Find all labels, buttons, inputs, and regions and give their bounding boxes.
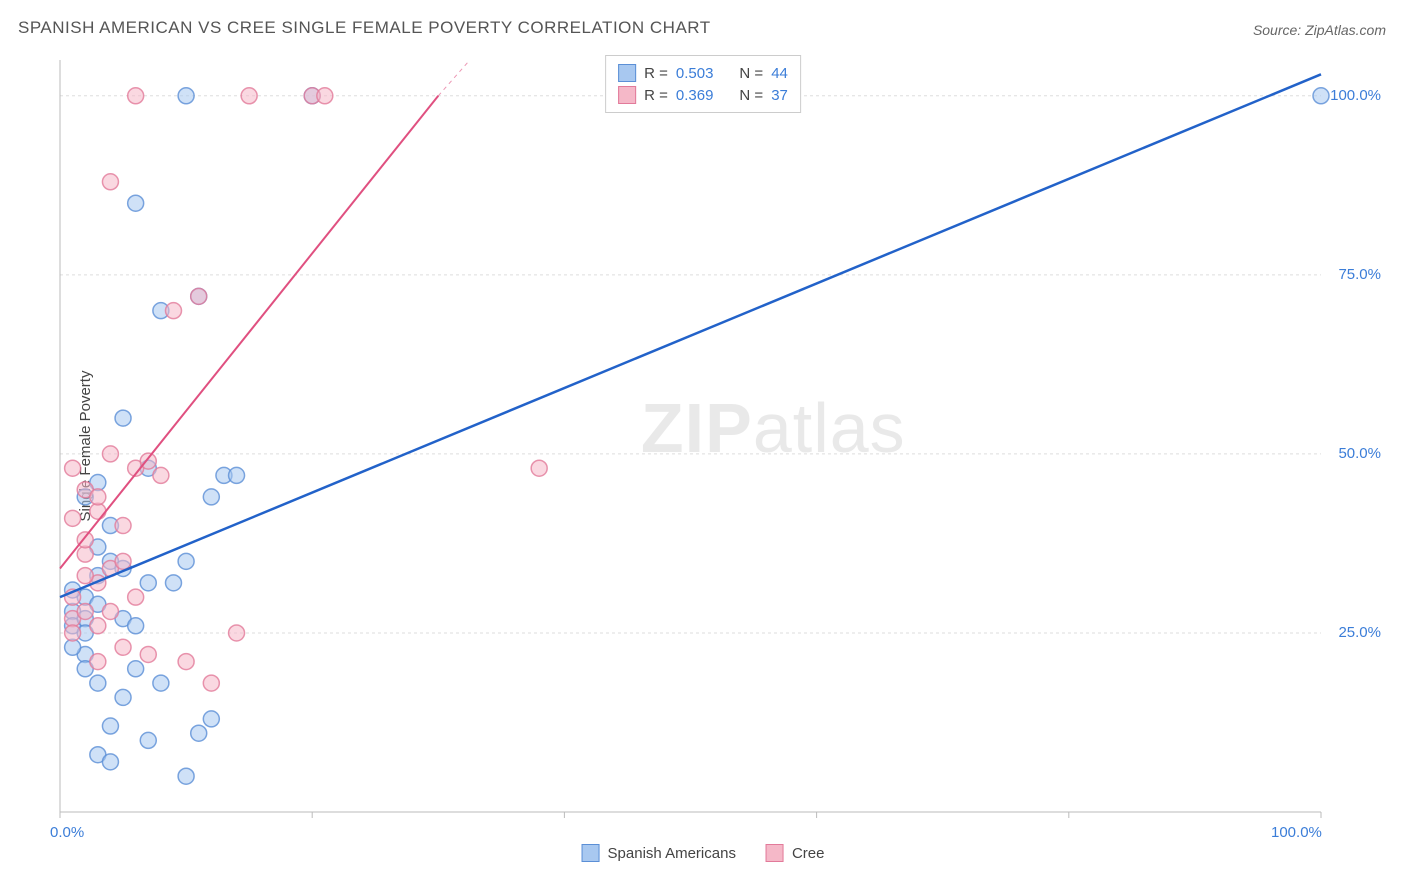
x-tick-label: 0.0% [50,824,84,841]
y-tick-label: 50.0% [1338,445,1381,462]
stats-legend: R = 0.503 N = 44 R = 0.369 N = 37 [605,55,801,113]
r-value-spanish: 0.503 [676,65,714,82]
plot-area [55,55,1386,832]
bottom-legend-spanish: Spanish Americans [582,844,736,862]
source-label: Source: ZipAtlas.com [1253,22,1386,38]
y-tick-label: 25.0% [1338,624,1381,641]
bottom-label-cree: Cree [792,845,825,862]
bottom-legend: Spanish Americans Cree [582,844,825,862]
n-label: N = [739,65,763,82]
bottom-label-spanish: Spanish Americans [608,845,736,862]
bottom-legend-cree: Cree [766,844,825,862]
y-tick-label: 75.0% [1338,266,1381,283]
scatter-svg [55,55,1386,832]
r-label-2: R = [644,87,668,104]
swatch-spanish-2 [582,844,600,862]
y-tick-label: 100.0% [1330,87,1381,104]
r-value-cree: 0.369 [676,87,714,104]
swatch-cree [618,86,636,104]
n-value-cree: 37 [771,87,788,104]
n-value-spanish: 44 [771,65,788,82]
n-label-2: N = [739,87,763,104]
swatch-spanish [618,64,636,82]
r-label: R = [644,65,668,82]
chart-title: SPANISH AMERICAN VS CREE SINGLE FEMALE P… [18,18,711,38]
swatch-cree-2 [766,844,784,862]
x-tick-label: 100.0% [1271,824,1322,841]
legend-row-cree: R = 0.369 N = 37 [618,84,788,106]
chart-container: SPANISH AMERICAN VS CREE SINGLE FEMALE P… [0,0,1406,892]
legend-row-spanish: R = 0.503 N = 44 [618,62,788,84]
